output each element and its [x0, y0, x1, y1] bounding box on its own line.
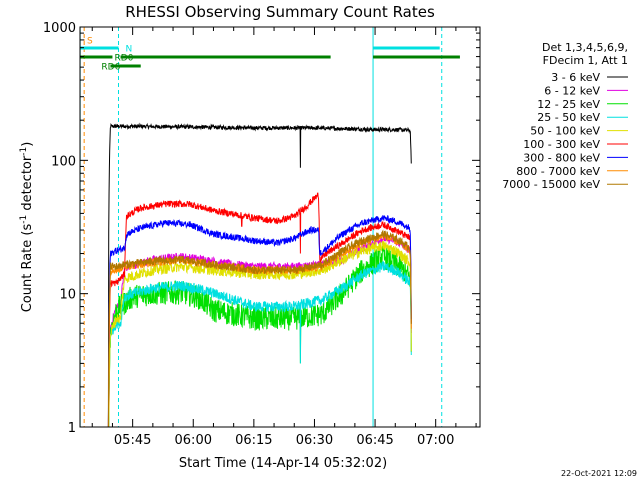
x-tick-label: 07:00: [417, 433, 454, 448]
x-axis-label: Start Time (14-Apr-14 05:32:02): [179, 456, 387, 471]
flag-label: S: [87, 37, 93, 47]
plot-frame: [79, 26, 481, 428]
series-line: [108, 260, 412, 428]
x-tick-label: 06:00: [175, 433, 212, 448]
legend-label: 50 - 100 keV: [530, 125, 600, 138]
generated-timestamp: 22-Oct-2021 12:09: [561, 469, 637, 478]
series-line: [107, 192, 412, 428]
legend-header: FDecim 1, Att 1: [543, 54, 628, 67]
flag-label: RD0: [115, 54, 134, 64]
legend-label: 100 - 300 keV: [523, 138, 600, 151]
y-label-part: ): [20, 142, 35, 147]
x-tick-label: 06:15: [235, 433, 272, 448]
chart-title: RHESSI Observing Summary Count Rates: [125, 3, 435, 21]
y-label-part: Count Rate (s: [20, 224, 35, 313]
y-tick-label: 10: [59, 288, 76, 303]
y-tick-label: 1: [68, 421, 76, 436]
flag-label: RD6: [101, 63, 120, 73]
series-traces: [107, 122, 412, 428]
legend-label: 300 - 800 keV: [523, 151, 600, 164]
x-tick-label: 06:30: [296, 433, 333, 448]
legend-label: 6 - 12 keV: [544, 84, 600, 97]
y-label-superscript: -1: [19, 215, 29, 224]
legend-label: 12 - 25 keV: [537, 98, 600, 111]
series-line: [107, 122, 412, 428]
legend-label: 25 - 50 keV: [537, 111, 600, 124]
y-tick-label: 100: [51, 154, 76, 169]
legend-label: 800 - 7000 keV: [516, 165, 600, 178]
legend: Det 1,3,4,5,6,9,FDecim 1, Att 1 3 - 6 keV…: [502, 41, 628, 191]
y-label-superscript: -1: [19, 147, 29, 156]
legend-header: Det 1,3,4,5,6,9,: [542, 41, 628, 54]
y-label-part: detector: [20, 155, 35, 215]
x-tick-label: 05:45: [114, 433, 151, 448]
y-axis-label: Count Rate (s-1 detector-1): [19, 142, 35, 313]
flag-label: N: [126, 45, 133, 55]
series-line: [107, 215, 412, 428]
x-tick-label: 06:45: [356, 433, 393, 448]
series-line: [107, 229, 412, 428]
legend-label: 7000 - 15000 keV: [502, 178, 600, 191]
legend-label: 3 - 6 keV: [551, 71, 600, 84]
y-tick-label: 1000: [43, 21, 76, 36]
axes: 05:45 06:00 06:15 06:30 06:45 07:00 1 10 100 1000: [43, 21, 480, 448]
